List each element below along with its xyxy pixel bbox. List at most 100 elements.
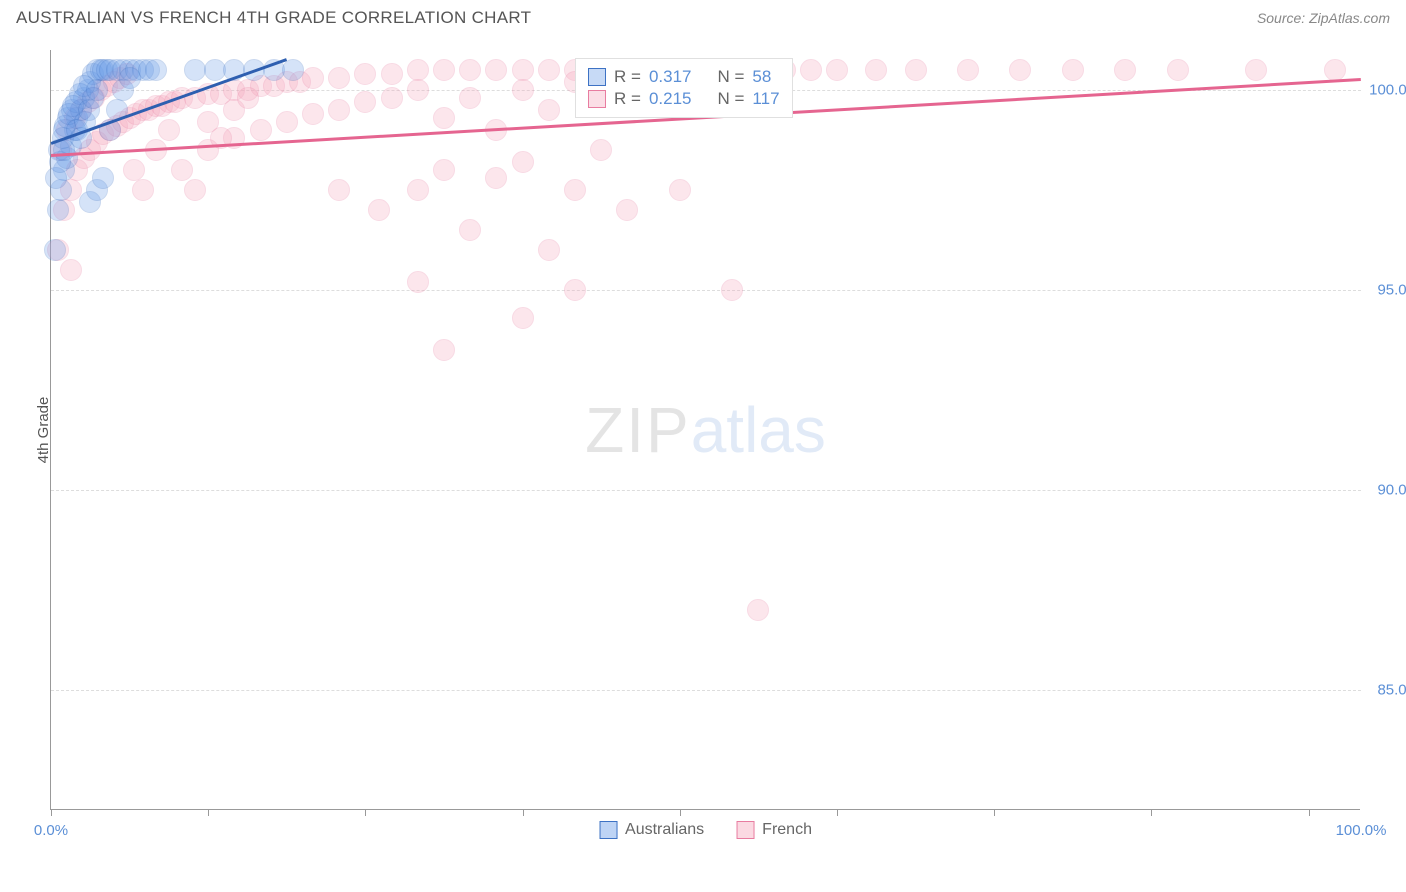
data-point	[826, 59, 848, 81]
data-point	[1062, 59, 1084, 81]
legend-swatch	[588, 68, 606, 86]
data-point	[158, 119, 180, 141]
source-label: Source: ZipAtlas.com	[1257, 10, 1390, 26]
data-point	[60, 259, 82, 281]
data-point	[237, 87, 259, 109]
r-value: 0.317	[649, 67, 692, 87]
data-point	[354, 63, 376, 85]
x-tick	[51, 809, 52, 816]
gridline	[51, 290, 1361, 291]
data-point	[328, 179, 350, 201]
watermark-zip: ZIP	[585, 394, 691, 466]
x-tick	[1151, 809, 1152, 816]
data-point	[564, 279, 586, 301]
bottom-legend: Australians French	[599, 821, 812, 839]
n-label: N =	[717, 89, 744, 109]
r-label: R =	[614, 89, 641, 109]
legend-swatch	[599, 821, 617, 839]
x-tick	[365, 809, 366, 816]
legend-stats-row: R = 0.215 N = 117	[588, 89, 780, 109]
data-point	[459, 219, 481, 241]
data-point	[44, 239, 66, 261]
data-point	[538, 239, 560, 261]
x-tick	[994, 809, 995, 816]
watermark-atlas: atlas	[691, 394, 826, 466]
data-point	[433, 107, 455, 129]
plot-area: ZIPatlas 85.0%90.0%95.0%100.0%0.0%100.0%…	[50, 50, 1360, 810]
x-tick	[1309, 809, 1310, 816]
data-point	[119, 67, 141, 89]
watermark: ZIPatlas	[585, 393, 826, 467]
r-value: 0.215	[649, 89, 692, 109]
data-point	[328, 67, 350, 89]
data-point	[564, 179, 586, 201]
data-point	[282, 59, 304, 81]
data-point	[512, 79, 534, 101]
gridline	[51, 690, 1361, 691]
r-label: R =	[614, 67, 641, 87]
legend-item-label: French	[762, 821, 812, 839]
data-point	[905, 59, 927, 81]
data-point	[381, 63, 403, 85]
y-tick-label: 100.0%	[1365, 82, 1406, 99]
legend-item: Australians	[599, 821, 704, 839]
data-point	[302, 103, 324, 125]
data-point	[132, 179, 154, 201]
data-point	[276, 111, 298, 133]
x-tick	[837, 809, 838, 816]
data-point	[328, 99, 350, 121]
data-point	[485, 167, 507, 189]
data-point	[407, 59, 429, 81]
data-point	[538, 99, 560, 121]
chart-title: AUSTRALIAN VS FRENCH 4TH GRADE CORRELATI…	[16, 8, 531, 28]
data-point	[368, 199, 390, 221]
y-tick-label: 95.0%	[1365, 282, 1406, 299]
data-point	[407, 79, 429, 101]
data-point	[538, 59, 560, 81]
data-point	[1245, 59, 1267, 81]
x-tick	[523, 809, 524, 816]
x-tick	[208, 809, 209, 816]
data-point	[145, 59, 167, 81]
chart-container: 4th Grade ZIPatlas 85.0%90.0%95.0%100.0%…	[50, 50, 1360, 810]
legend-stats-row: R = 0.317 N = 58	[588, 67, 780, 87]
data-point	[1009, 59, 1031, 81]
data-point	[669, 179, 691, 201]
data-point	[354, 91, 376, 113]
data-point	[92, 167, 114, 189]
data-point	[459, 87, 481, 109]
header: AUSTRALIAN VS FRENCH 4TH GRADE CORRELATI…	[0, 0, 1406, 32]
y-tick-label: 85.0%	[1365, 682, 1406, 699]
data-point	[123, 159, 145, 181]
legend-item: French	[736, 821, 812, 839]
data-point	[865, 59, 887, 81]
data-point	[512, 307, 534, 329]
x-tick-label-right: 100.0%	[1336, 822, 1387, 839]
n-value: 58	[752, 67, 771, 87]
data-point	[957, 59, 979, 81]
data-point	[459, 59, 481, 81]
data-point	[512, 59, 534, 81]
data-point	[171, 159, 193, 181]
y-tick-label: 90.0%	[1365, 482, 1406, 499]
data-point	[433, 339, 455, 361]
data-point	[381, 87, 403, 109]
data-point	[747, 599, 769, 621]
data-point	[184, 179, 206, 201]
legend-swatch	[736, 821, 754, 839]
legend-item-label: Australians	[625, 821, 704, 839]
data-point	[86, 79, 108, 101]
legend-stats: R = 0.317 N = 58 R = 0.215 N = 117	[575, 58, 793, 118]
data-point	[1114, 59, 1136, 81]
data-point	[302, 67, 324, 89]
data-point	[433, 59, 455, 81]
data-point	[47, 199, 69, 221]
n-value: 117	[752, 89, 779, 109]
data-point	[433, 159, 455, 181]
n-label: N =	[717, 67, 744, 87]
data-point	[485, 59, 507, 81]
data-point	[407, 179, 429, 201]
data-point	[616, 199, 638, 221]
data-point	[1167, 59, 1189, 81]
x-tick	[680, 809, 681, 816]
